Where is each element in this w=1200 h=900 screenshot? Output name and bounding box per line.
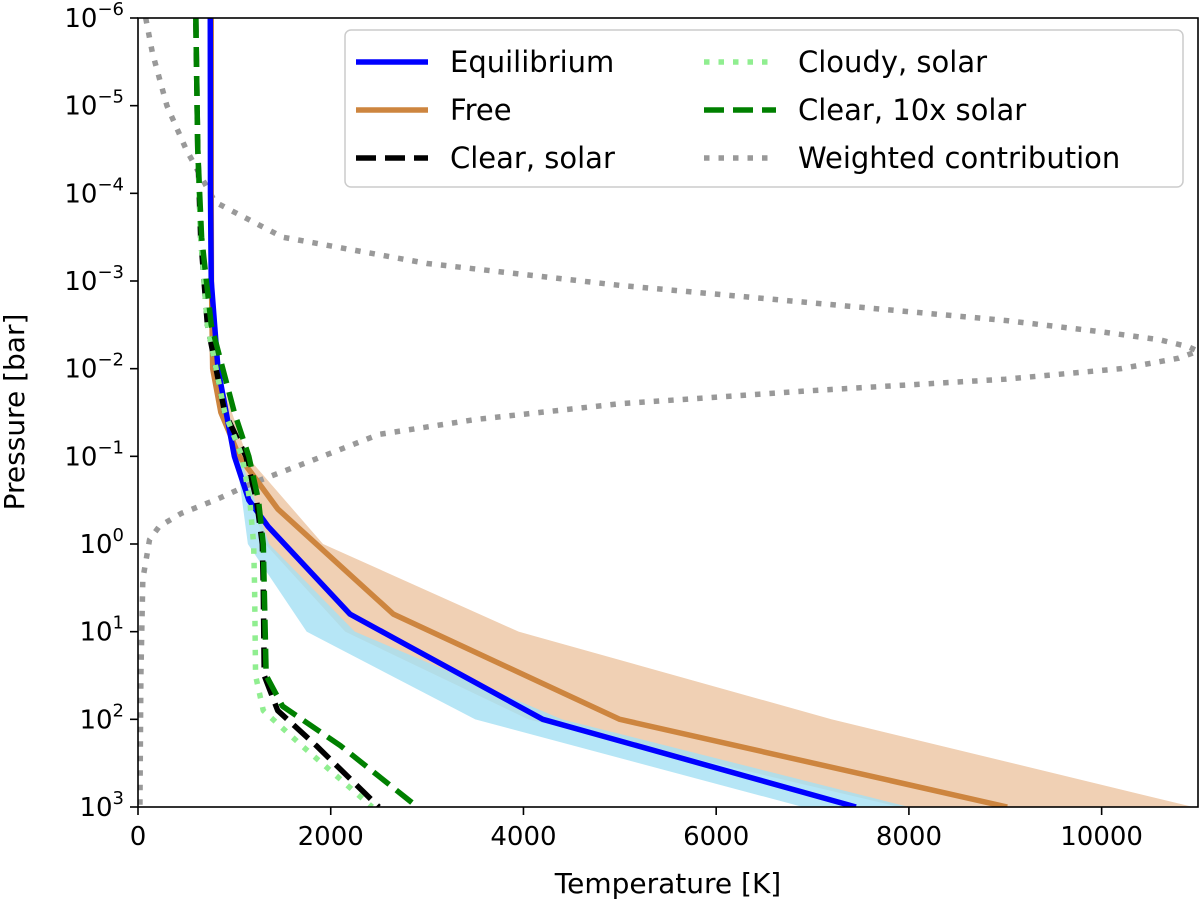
legend-label: Cloudy, solar <box>798 45 987 79</box>
y-tick-label: 103 <box>79 788 124 823</box>
legend: Equilibrium Free Clear, solar Cloudy, solar… <box>344 29 1184 188</box>
y-axis-label: Pressure [bar] <box>0 314 31 511</box>
clear-10x-solar-line <box>193 18 420 807</box>
uncertainty-bands <box>213 368 1194 807</box>
legend-label: Free <box>450 93 512 127</box>
profile-lines <box>138 18 1198 807</box>
equilibrium-line <box>207 18 857 807</box>
x-tick-label: 2000 <box>298 822 364 852</box>
equilibrium-uncertainty-band <box>233 438 909 807</box>
x-tick-label: 10000 <box>1060 822 1143 852</box>
legend-label: Equilibrium <box>450 45 614 79</box>
x-tick-label: 8000 <box>876 822 942 852</box>
legend-item-equilibrium: Equilibrium <box>356 45 614 79</box>
legend-item-clear-solar: Clear, solar <box>356 141 615 175</box>
x-tick-label: 4000 <box>490 822 556 852</box>
y-tick-label: 10−6 <box>64 0 124 34</box>
legend-item-clear-10x-solar: Clear, 10x solar <box>704 93 1026 127</box>
x-axis-label: Temperature [K] <box>554 867 781 900</box>
free-uncertainty-band <box>213 368 1194 807</box>
y-tick-label: 10−2 <box>64 350 124 385</box>
x-tick-label: 6000 <box>683 822 749 852</box>
y-tick-label: 10−1 <box>64 437 124 472</box>
plot-frame <box>137 17 1199 808</box>
legend-label: Clear, 10x solar <box>798 93 1026 127</box>
y-tick-label: 100 <box>79 525 124 560</box>
weighted-contribution-line <box>138 18 1198 807</box>
y-tick-label: 10−3 <box>64 262 124 297</box>
y-tick-label: 101 <box>79 613 124 648</box>
legend-label: Clear, solar <box>450 141 615 175</box>
y-tick-label: 10−5 <box>64 87 124 122</box>
legend-item-free: Free <box>356 93 512 127</box>
y-tick-label: 10−4 <box>64 174 124 209</box>
legend-item-cloudy-solar: Cloudy, solar <box>704 45 987 79</box>
x-tick-label: 0 <box>130 822 147 852</box>
axis-ticks: 0 2000 4000 6000 8000 10000 10−6 10−5 10−4 10−3 10… <box>64 0 1143 852</box>
legend-item-weighted-contribution: Weighted contribution <box>704 141 1120 175</box>
legend-label: Weighted contribution <box>798 141 1120 175</box>
y-tick-label: 102 <box>79 700 124 735</box>
